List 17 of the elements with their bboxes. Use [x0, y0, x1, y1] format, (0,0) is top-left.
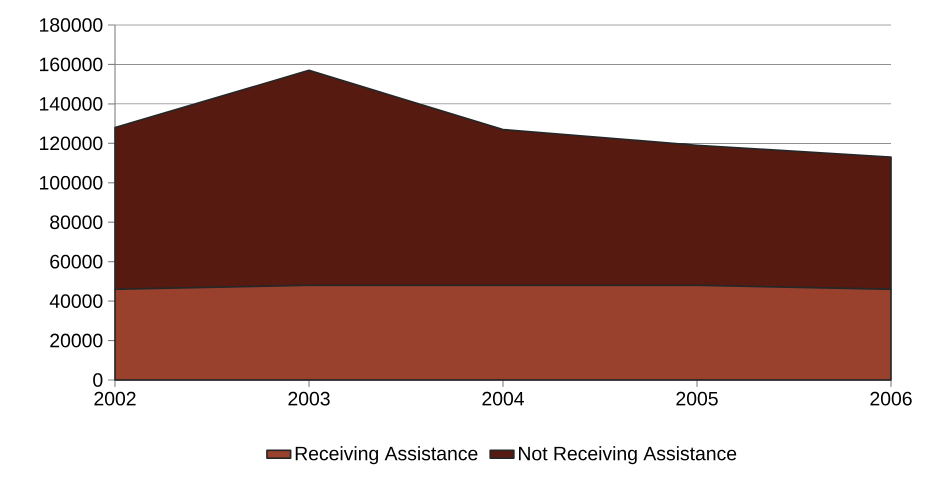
x-tick-label: 2005 — [676, 392, 718, 406]
y-tick-label: 60000 — [50, 254, 102, 269]
y-tick-label: 100000 — [40, 176, 102, 190]
y-tick-label: 80000 — [50, 215, 102, 230]
legend-label: Not Receiving Assistance — [519, 446, 736, 464]
x-tick-label: 2006 — [870, 392, 912, 406]
y-tick-label: 180000 — [40, 18, 102, 32]
y-tick-label: 140000 — [40, 97, 102, 111]
x-tick-label: 2004 — [482, 392, 524, 406]
y-tick-label: 160000 — [40, 58, 102, 72]
y-tick-label: 40000 — [50, 294, 102, 308]
x-tick-label: 2002 — [94, 392, 136, 406]
legend-label: Receiving Assistance — [296, 446, 478, 464]
y-tick-label: 120000 — [40, 136, 102, 150]
y-tick-label: 0 — [93, 373, 102, 387]
y-tick-label: 20000 — [50, 334, 102, 348]
x-tick-label: 2003 — [288, 392, 330, 406]
